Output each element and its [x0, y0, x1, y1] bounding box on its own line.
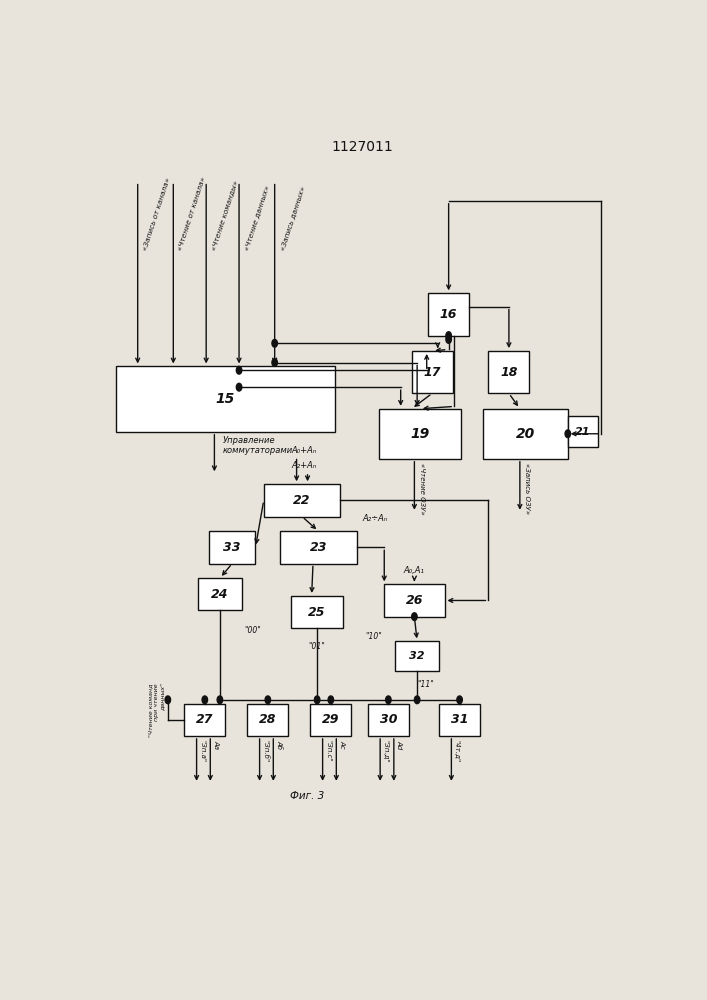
Text: Ас: Ас [339, 740, 345, 748]
Bar [411, 351, 452, 393]
Text: "01": "01" [309, 642, 325, 651]
Text: "Зп.а": "Зп.а" [199, 740, 205, 762]
Text: «Запись ОЗУ»: «Запись ОЗУ» [525, 463, 530, 514]
Text: 31: 31 [451, 713, 468, 726]
Text: «Чтение ОЗУ»: «Чтение ОЗУ» [419, 463, 425, 514]
Text: «Запись от канала»: «Запись от канала» [142, 177, 171, 251]
Bar [568, 416, 598, 447]
Bar [264, 484, 341, 517]
Bar [489, 351, 530, 393]
Bar [185, 704, 226, 736]
Bar [439, 704, 480, 736]
Text: "4т.д": "4т.д" [454, 740, 460, 762]
Text: "Зп.б": "Зп.б" [262, 740, 269, 762]
Text: 27: 27 [196, 713, 214, 726]
Text: 21: 21 [575, 427, 590, 437]
Bar [428, 293, 469, 336]
Text: Фиг. 3: Фиг. 3 [291, 791, 325, 801]
Circle shape [414, 696, 420, 704]
Bar [385, 584, 445, 617]
Circle shape [236, 383, 242, 391]
Circle shape [315, 696, 320, 704]
Text: Управление
коммутаторами: Управление коммутаторами [223, 436, 293, 455]
Circle shape [272, 339, 277, 347]
Bar [116, 366, 335, 432]
Text: Аб: Аб [276, 740, 282, 749]
Text: 16: 16 [440, 308, 457, 321]
Circle shape [446, 336, 451, 343]
Text: 1127011: 1127011 [332, 140, 393, 154]
Bar [395, 641, 439, 671]
Text: 32: 32 [409, 651, 425, 661]
Circle shape [236, 366, 242, 374]
Bar [209, 531, 255, 564]
Text: 20: 20 [515, 427, 535, 441]
Circle shape [457, 696, 462, 704]
Circle shape [272, 359, 277, 366]
Bar [368, 704, 409, 736]
Text: A₀,A₁: A₀,A₁ [404, 566, 424, 575]
Text: 24: 24 [211, 588, 228, 601]
Text: 28: 28 [259, 713, 276, 726]
Bar [291, 596, 343, 628]
Text: 22: 22 [293, 494, 311, 507]
Circle shape [385, 696, 391, 704]
Text: "Чтение команд
при чтение
данных": "Чтение команд при чтение данных" [148, 683, 165, 737]
Circle shape [446, 332, 451, 339]
Text: A₂+Aₙ: A₂+Aₙ [291, 461, 316, 470]
Circle shape [565, 430, 571, 438]
Text: «Чтение команды»: «Чтение команды» [211, 179, 239, 251]
Text: 15: 15 [216, 392, 235, 406]
Text: «Чтение от канала»: «Чтение от канала» [177, 176, 207, 251]
Circle shape [165, 696, 170, 704]
Circle shape [265, 696, 271, 704]
Text: 19: 19 [410, 427, 429, 441]
Circle shape [328, 696, 334, 704]
Circle shape [202, 696, 208, 704]
Bar [379, 409, 461, 459]
Text: «Запись данных»: «Запись данных» [279, 185, 305, 251]
Text: A₀+Aₙ: A₀+Aₙ [291, 446, 316, 455]
Text: "00": "00" [245, 626, 261, 635]
Text: 18: 18 [500, 366, 518, 379]
Text: «Чтение данных»: «Чтение данных» [243, 184, 270, 251]
Bar [247, 704, 288, 736]
Text: 30: 30 [380, 713, 397, 726]
Circle shape [411, 613, 417, 620]
Bar [198, 578, 242, 610]
Text: 25: 25 [308, 606, 326, 619]
Text: Аd: Аd [397, 740, 402, 749]
Text: "Зп.д": "Зп.д" [383, 740, 389, 763]
Bar [310, 704, 351, 736]
Bar [280, 531, 357, 564]
Text: 23: 23 [310, 541, 327, 554]
Text: 17: 17 [423, 366, 441, 379]
Text: 26: 26 [406, 594, 423, 607]
Text: Аа: Аа [213, 740, 219, 749]
Text: "10": "10" [365, 632, 382, 641]
Circle shape [217, 696, 223, 704]
Text: "11": "11" [417, 680, 433, 689]
Text: Фиг.2: Фиг.2 [305, 505, 336, 515]
Text: "Зп.с": "Зп.с" [325, 740, 332, 762]
Text: A₂÷Aₙ: A₂÷Aₙ [363, 514, 387, 523]
Bar [483, 409, 568, 459]
Text: 29: 29 [322, 713, 339, 726]
Text: 33: 33 [223, 541, 241, 554]
